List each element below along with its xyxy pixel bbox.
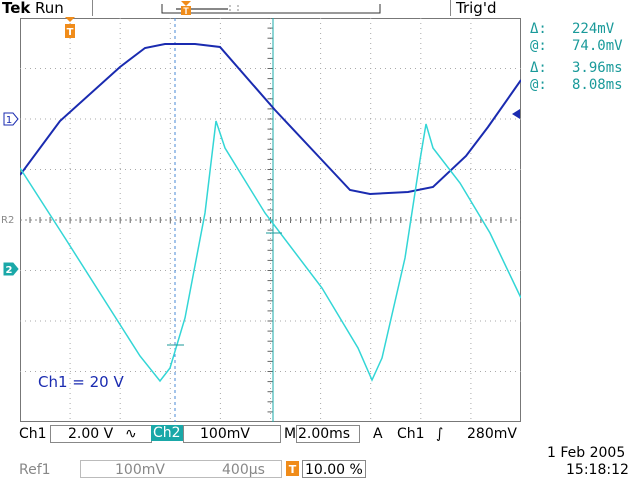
time-at-value: 8.08ms	[572, 77, 623, 93]
ref-scale: 100mV	[115, 462, 165, 478]
trigger-mode[interactable]: A	[373, 426, 383, 442]
volt-delta-value: 224mV	[572, 21, 615, 37]
svg-text:R2: R2	[1, 215, 14, 226]
ch1-waveform	[20, 43, 521, 196]
trigger-status: Trig'd	[456, 0, 497, 17]
time-at-symbol: @:	[530, 77, 547, 93]
ref2-marker[interactable]: R2	[1, 212, 21, 226]
svg-text:T: T	[67, 27, 74, 38]
ch2-scale: 100mV	[200, 426, 250, 442]
header-divider	[92, 0, 93, 16]
date: 1 Feb 2005	[547, 445, 626, 461]
trigger-position-box[interactable]	[302, 460, 366, 478]
svg-text:2: 2	[6, 265, 13, 276]
ch1-annotation: Ch1 = 20 V	[38, 373, 124, 391]
svg-text:T: T	[183, 6, 189, 16]
ch2-ground-marker[interactable]: 2	[3, 262, 19, 276]
run-state: Run	[35, 0, 64, 17]
brand-logo: Tek	[2, 0, 31, 17]
ch1-label[interactable]: Ch1	[19, 426, 47, 442]
ch1-coupling: ∿	[125, 426, 137, 442]
volt-delta-symbol: Δ:	[530, 21, 547, 37]
svg-text:T: T	[289, 463, 297, 476]
trigger-position-icon: T	[286, 461, 299, 476]
record-position-bar[interactable]	[160, 0, 382, 16]
trigger-marker[interactable]: T	[64, 16, 76, 42]
time-delta-symbol: Δ:	[530, 60, 547, 76]
timebase-label: M	[284, 426, 297, 442]
ref-scale-box[interactable]	[80, 460, 282, 478]
trigger-level[interactable]: 280mV	[467, 426, 517, 442]
ref-time: 400µs	[222, 462, 265, 478]
timebase-box[interactable]	[296, 425, 360, 443]
ch2-label[interactable]: Ch2	[151, 425, 183, 441]
volt-at-value: 74.0mV	[572, 38, 623, 54]
trigger-slope-icon: ∫	[436, 426, 444, 442]
waveform-display[interactable]: Ch1 = 20 V	[20, 18, 521, 422]
time: 15:18:12	[566, 462, 629, 478]
ch2-waveform	[20, 120, 521, 383]
trigger-source[interactable]: Ch1	[397, 426, 425, 442]
volt-at-symbol: @:	[530, 38, 547, 54]
ch1-ground-marker[interactable]: 1	[3, 112, 19, 126]
svg-text:1: 1	[6, 115, 12, 126]
timebase-value: 2.00ms	[298, 426, 351, 442]
trigger-position-icon: T	[181, 1, 191, 16]
trigger-position-value: 10.00 %	[305, 462, 363, 478]
time-delta-value: 3.96ms	[572, 60, 623, 76]
header-divider	[450, 0, 451, 16]
ref-label[interactable]: Ref1	[19, 462, 51, 478]
trigger-level-marker[interactable]	[511, 108, 521, 120]
ch1-scale: 2.00 V	[68, 426, 114, 442]
ch2-scale-box[interactable]	[183, 425, 281, 443]
